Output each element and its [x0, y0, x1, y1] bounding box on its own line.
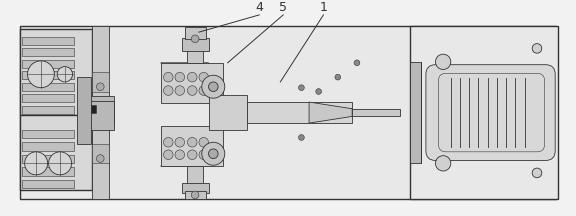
- Circle shape: [175, 72, 184, 82]
- Bar: [92, 72, 109, 92]
- Bar: [22, 167, 74, 176]
- Bar: [22, 37, 74, 44]
- Bar: [22, 71, 74, 79]
- Bar: [22, 60, 74, 68]
- Circle shape: [96, 83, 104, 91]
- Circle shape: [25, 152, 48, 175]
- Bar: [87, 101, 113, 130]
- Bar: [181, 38, 209, 51]
- Circle shape: [199, 72, 209, 82]
- Bar: [22, 180, 74, 188]
- Circle shape: [96, 155, 104, 162]
- Bar: [91, 105, 96, 113]
- Circle shape: [164, 72, 173, 82]
- Circle shape: [191, 35, 199, 43]
- Bar: [187, 166, 203, 189]
- Polygon shape: [161, 130, 209, 166]
- Bar: [184, 27, 206, 39]
- Bar: [22, 106, 74, 114]
- Bar: [92, 26, 109, 199]
- Polygon shape: [309, 102, 352, 123]
- Circle shape: [298, 85, 304, 91]
- Bar: [352, 109, 400, 116]
- Circle shape: [187, 86, 197, 95]
- Bar: [22, 155, 74, 163]
- Circle shape: [57, 67, 73, 82]
- Circle shape: [164, 86, 173, 95]
- Circle shape: [175, 137, 184, 147]
- FancyBboxPatch shape: [426, 65, 555, 160]
- Bar: [22, 48, 74, 56]
- Circle shape: [298, 135, 304, 140]
- Bar: [247, 102, 352, 123]
- Text: 1: 1: [320, 1, 327, 14]
- Bar: [20, 115, 92, 190]
- Text: 5: 5: [279, 1, 287, 14]
- Circle shape: [532, 44, 542, 53]
- Bar: [22, 142, 74, 151]
- Bar: [187, 34, 203, 63]
- Circle shape: [28, 61, 54, 88]
- Bar: [410, 62, 421, 163]
- Circle shape: [48, 152, 71, 175]
- Bar: [77, 77, 91, 144]
- Circle shape: [187, 137, 197, 147]
- Bar: [181, 183, 209, 193]
- Bar: [161, 63, 223, 103]
- Circle shape: [191, 191, 199, 199]
- Polygon shape: [161, 63, 209, 96]
- Circle shape: [164, 150, 173, 159]
- Circle shape: [435, 54, 451, 70]
- Circle shape: [209, 82, 218, 92]
- Circle shape: [354, 60, 360, 66]
- Circle shape: [199, 150, 209, 159]
- Circle shape: [164, 137, 173, 147]
- Circle shape: [316, 89, 321, 94]
- Circle shape: [209, 149, 218, 159]
- Circle shape: [199, 86, 209, 95]
- Bar: [209, 95, 247, 130]
- Circle shape: [202, 142, 225, 165]
- Bar: [22, 83, 74, 91]
- Circle shape: [175, 86, 184, 95]
- Circle shape: [199, 137, 209, 147]
- Circle shape: [175, 150, 184, 159]
- Text: 4: 4: [255, 1, 263, 14]
- Circle shape: [335, 74, 340, 80]
- Circle shape: [532, 168, 542, 178]
- Circle shape: [202, 75, 225, 98]
- Bar: [22, 94, 74, 102]
- Bar: [184, 191, 206, 199]
- Bar: [92, 144, 109, 163]
- Bar: [161, 126, 223, 166]
- Circle shape: [187, 72, 197, 82]
- Bar: [20, 29, 92, 115]
- Bar: [20, 26, 556, 199]
- Circle shape: [187, 150, 197, 159]
- Bar: [410, 26, 558, 199]
- Bar: [22, 130, 74, 138]
- Circle shape: [435, 156, 451, 171]
- Bar: [87, 96, 113, 125]
